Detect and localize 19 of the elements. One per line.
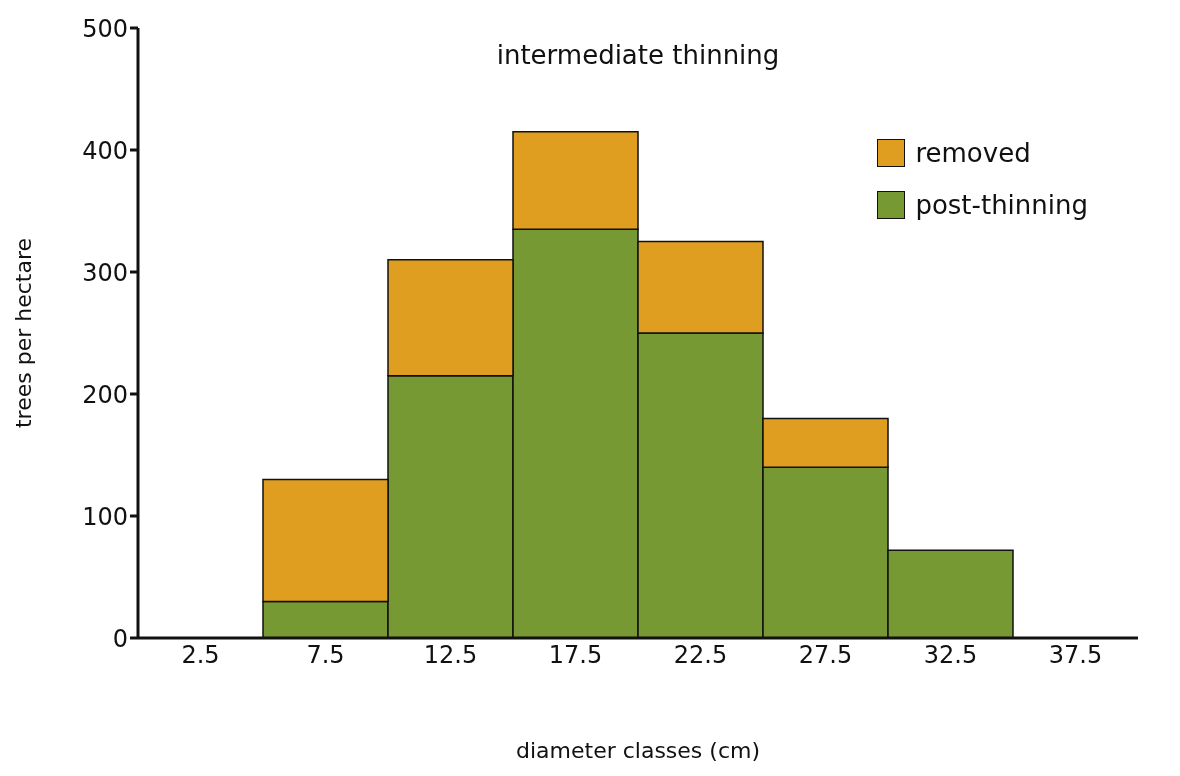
x-tick-label: 22.5 [673,641,728,670]
y-tick-label: 500 [82,14,128,43]
x-tick-label: 2.5 [181,641,220,670]
x-axis-title: diameter classes (cm) [515,738,761,763]
legend-label: post-thinning [915,190,1088,220]
x-tick-label: 32.5 [923,641,978,670]
y-tick-label: 300 [82,258,128,287]
x-tick-label: 37.5 [1048,641,1103,670]
x-tick-label: 17.5 [548,641,603,670]
y-tick-label: 100 [82,502,128,531]
text: intermediate thinning [495,40,781,70]
x-tick-label: 12.5 [423,641,478,670]
y-axis-title: trees per hectare [10,237,36,429]
y-tick-label: 200 [82,380,128,409]
y-tick-label: 0 [112,624,128,653]
legend-label: removed [915,138,1031,168]
x-tick-label: 7.5 [306,641,345,670]
y-tick-label: 400 [82,136,128,165]
x-tick-label: 27.5 [798,641,853,670]
